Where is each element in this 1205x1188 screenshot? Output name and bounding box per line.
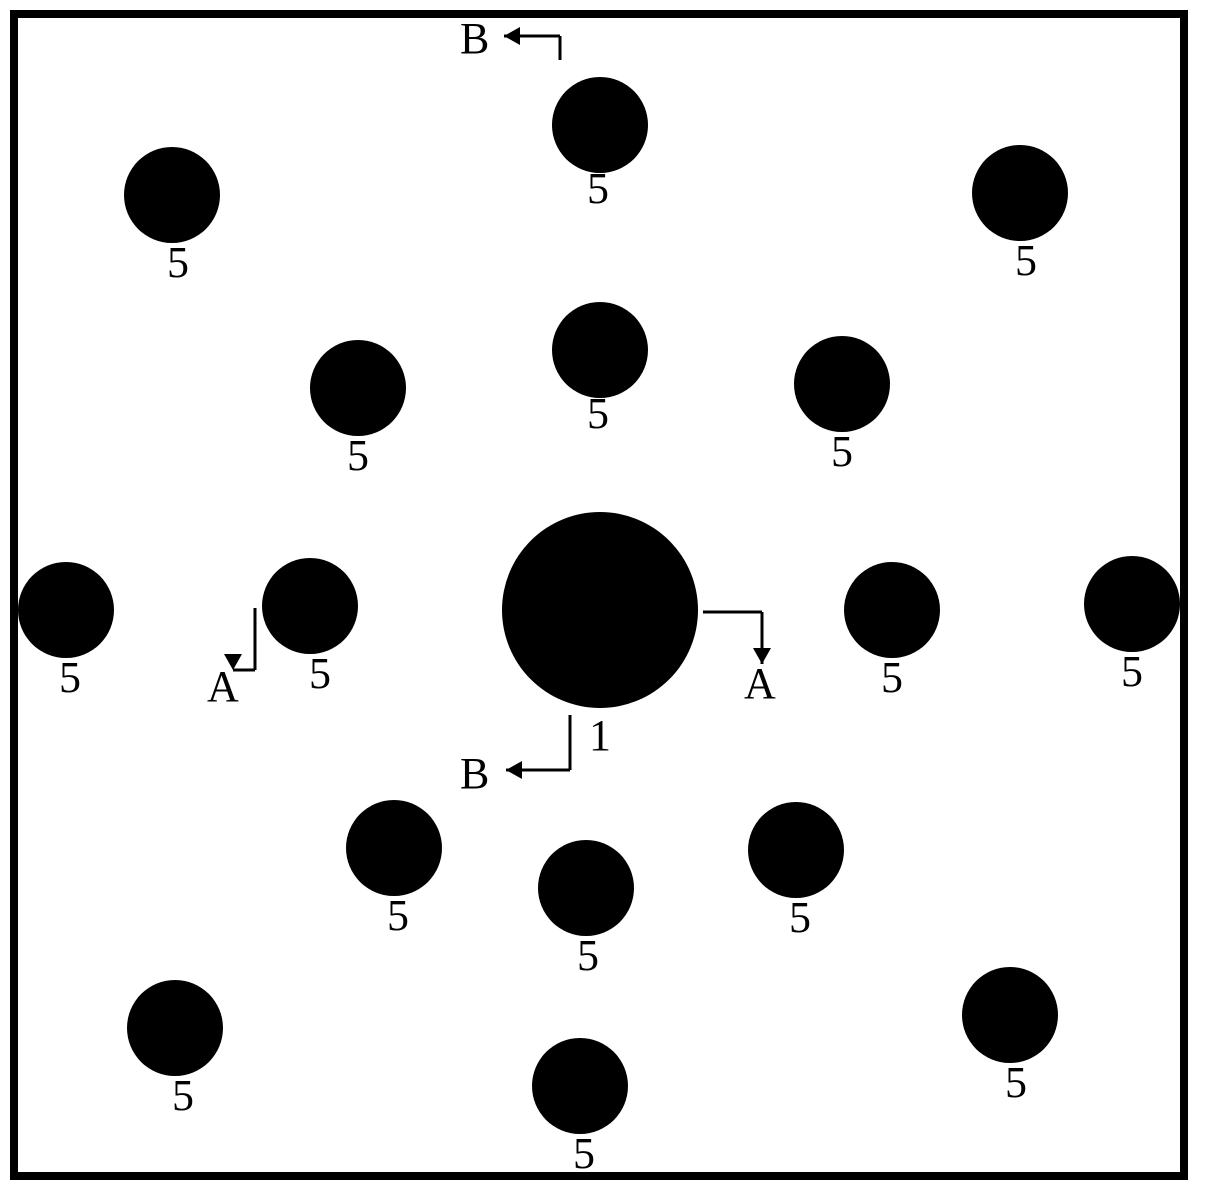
section-marker-label: B <box>460 13 489 64</box>
diagram-canvas: 1 5555555555555555 BAAB <box>0 0 1205 1188</box>
section-markers <box>0 0 1205 1188</box>
section-marker-label: A <box>744 658 776 709</box>
section-marker-label: A <box>207 661 239 712</box>
section-marker-label: B <box>460 748 489 799</box>
